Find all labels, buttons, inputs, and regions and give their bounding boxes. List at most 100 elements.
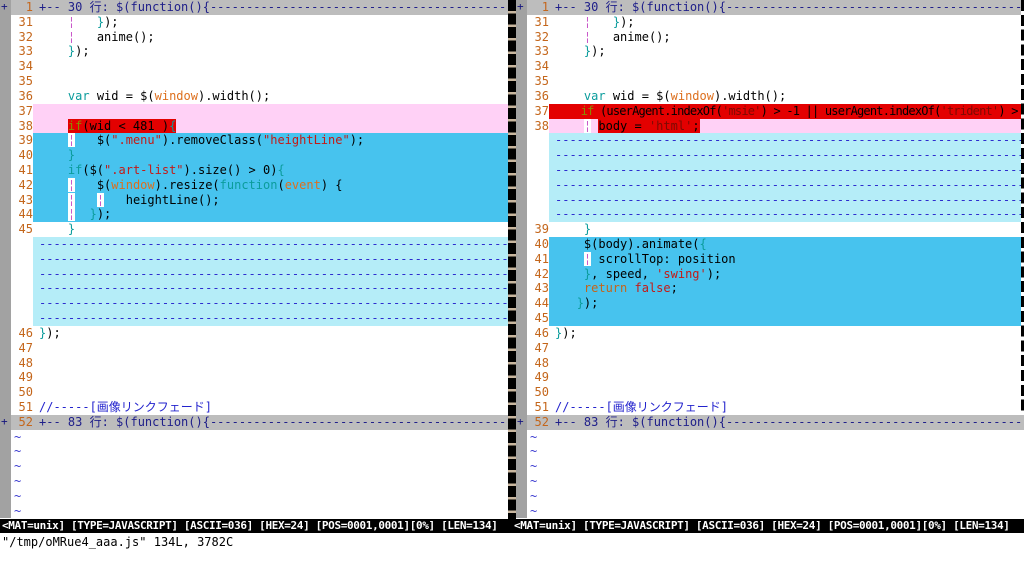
code-line[interactable]: 38 if(wid < 481 ){ [0, 118, 508, 134]
fold-line[interactable]: +1 +-- 30 行: $(function(){---------------… [516, 0, 1024, 15]
code-text[interactable] [33, 59, 508, 74]
left-editor-pane[interactable]: +1 +-- 30 行: $(function(){---------------… [0, 0, 508, 519]
code-text[interactable]: ¦ body = 'html'; [549, 118, 1024, 134]
code-token: ); [620, 14, 635, 29]
code-text[interactable]: } [549, 222, 1024, 237]
code-line[interactable]: 37 if (userAgent.indexOf('msie') > -1 ||… [516, 103, 1024, 119]
code-line[interactable]: 44 }); [516, 296, 1024, 312]
code-text[interactable] [33, 385, 508, 400]
code-line[interactable]: 36 var wid = $(window).width(); [0, 88, 508, 104]
code-text[interactable] [33, 341, 508, 356]
code-line[interactable]: 42 ¦ $(window).resize(function(event) { [0, 177, 508, 193]
code-text[interactable]: if (userAgent.indexOf('msie') > -1 || us… [549, 103, 1024, 119]
code-text[interactable]: ¦ anime(); [549, 30, 1024, 45]
code-text[interactable]: var wid = $(window).width(); [33, 89, 508, 104]
code-text[interactable] [549, 370, 1024, 385]
code-text[interactable] [549, 59, 1024, 74]
code-text[interactable]: ¦ anime(); [33, 30, 508, 45]
code-line[interactable]: 37 [0, 103, 508, 119]
code-line[interactable]: 49 [0, 370, 508, 386]
code-text[interactable] [33, 356, 508, 371]
code-line[interactable]: 31 ¦ }); [0, 14, 508, 30]
code-line[interactable]: 42 }, speed, 'swing'); [516, 266, 1024, 282]
code-line[interactable]: 50 [0, 385, 508, 400]
tilde-marker: ~ [530, 444, 538, 459]
code-line[interactable]: 44 ¦ }); [0, 207, 508, 223]
code-text[interactable]: } [33, 222, 508, 237]
code-line[interactable]: 31 ¦ }); [516, 14, 1024, 30]
code-text[interactable] [549, 341, 1024, 356]
code-text[interactable]: }); [33, 44, 508, 59]
code-text[interactable]: ¦ $(window).resize(function(event) { [33, 177, 508, 193]
fold-line[interactable]: +1 +-- 30 行: $(function(){---------------… [0, 0, 508, 15]
line-number-blank [11, 281, 33, 296]
code-line[interactable]: 45 [516, 311, 1024, 326]
right-editor-pane[interactable]: +1 +-- 30 行: $(function(){---------------… [516, 0, 1024, 519]
code-line[interactable]: 35 [516, 74, 1024, 89]
code-line[interactable]: 50 [516, 385, 1024, 400]
code-text[interactable]: }); [549, 44, 1024, 59]
code-line[interactable]: 40 $(body).animate({ [516, 237, 1024, 252]
code-text[interactable]: }); [549, 296, 1024, 312]
code-line[interactable]: 47 [516, 340, 1024, 356]
code-text[interactable] [549, 385, 1024, 400]
code-line[interactable]: 46}); [0, 325, 508, 341]
code-text[interactable]: return false; [549, 281, 1024, 297]
code-line[interactable]: 48 [516, 355, 1024, 371]
code-line[interactable]: 36 var wid = $(window).width(); [516, 88, 1024, 104]
code-line[interactable]: 35 [0, 74, 508, 89]
code-text[interactable] [549, 356, 1024, 371]
code-line[interactable]: 38 ¦ body = 'html'; [516, 118, 1024, 134]
code-text[interactable]: ¦ $(".menu").removeClass("heightLine"); [33, 133, 508, 149]
code-text[interactable] [33, 74, 508, 89]
code-line[interactable]: 45 } [0, 222, 508, 237]
code-text[interactable]: var wid = $(window).width(); [549, 89, 1024, 104]
code-text[interactable]: }, speed, 'swing'); [549, 266, 1024, 282]
fold-column [516, 281, 527, 297]
code-text[interactable]: if(wid < 481 ){ [33, 118, 508, 134]
fold-column [516, 311, 527, 326]
code-text[interactable]: if($(".art-list").size() > 0){ [33, 162, 508, 178]
code-line[interactable]: 47 [0, 340, 508, 356]
code-line[interactable]: 33 }); [516, 44, 1024, 60]
code-line[interactable]: 39 ¦ $(".menu").removeClass("heightLine"… [0, 133, 508, 149]
code-text[interactable]: //-----[画像リンクフェード] [33, 400, 508, 415]
code-line[interactable]: 41 if($(".art-list").size() > 0){ [0, 162, 508, 178]
code-line[interactable]: 49 [516, 370, 1024, 386]
code-text[interactable] [33, 103, 508, 119]
fold-line[interactable]: +52 +-- 83 行: $(function(){--------------… [516, 414, 1024, 430]
code-line[interactable]: 48 [0, 355, 508, 371]
fold-label: +-- 30 行: $(function(){ [39, 0, 210, 14]
code-line[interactable]: 41 ¦ scrollTop: position [516, 251, 1024, 267]
code-line[interactable]: 51 //-----[画像リンクフェード] [0, 399, 508, 415]
code-text[interactable]: ¦ ¦ heightLine(); [33, 192, 508, 208]
code-text[interactable]: ¦ }); [33, 207, 508, 223]
code-text[interactable]: ¦ scrollTop: position [549, 251, 1024, 267]
split-separator[interactable] [508, 0, 516, 533]
code-line[interactable]: 43 return false; [516, 281, 1024, 297]
code-token: if [67, 118, 83, 133]
code-text[interactable] [33, 370, 508, 385]
code-line[interactable]: 34 [516, 59, 1024, 75]
filler-dashes: ----------------------------------------… [33, 311, 508, 326]
code-line[interactable]: 51 //-----[画像リンクフェード] [516, 399, 1024, 415]
code-text[interactable]: ¦ }); [33, 15, 508, 30]
code-text[interactable]: }); [549, 326, 1024, 341]
code-line[interactable]: 39 } [516, 222, 1024, 237]
code-text[interactable]: } [33, 148, 508, 163]
code-line[interactable]: 46}); [516, 325, 1024, 341]
code-line[interactable]: 32 ¦ anime(); [0, 29, 508, 45]
code-text[interactable]: $(body).animate({ [549, 237, 1024, 252]
code-line[interactable]: 34 [0, 59, 508, 75]
code-text[interactable]: }); [33, 326, 508, 341]
fold-line[interactable]: +52 +-- 83 行: $(function(){--------------… [0, 414, 508, 430]
code-text[interactable]: //-----[画像リンクフェード] [549, 400, 1024, 415]
code-text[interactable] [549, 74, 1024, 89]
code-text[interactable] [549, 311, 1024, 326]
code-line[interactable]: 43 ¦ ¦ heightLine(); [0, 192, 508, 208]
code-text[interactable]: ¦ }); [549, 15, 1024, 30]
code-line[interactable]: 32 ¦ anime(); [516, 29, 1024, 45]
code-line[interactable]: 40 } [0, 148, 508, 163]
filler-dashes: ----------------------------------------… [549, 177, 1024, 193]
code-line[interactable]: 33 }); [0, 44, 508, 60]
